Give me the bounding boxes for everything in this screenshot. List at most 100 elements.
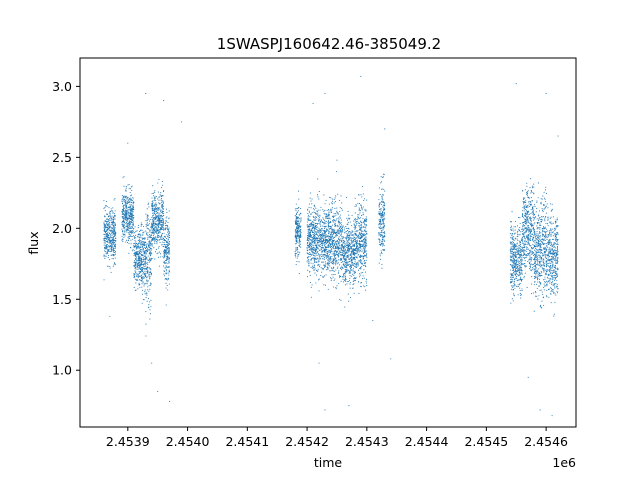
data-point <box>384 212 386 215</box>
data-point <box>341 209 343 211</box>
data-point <box>158 251 160 253</box>
data-point <box>142 260 144 262</box>
data-point <box>361 196 363 198</box>
data-point <box>307 245 309 247</box>
data-point <box>361 232 363 235</box>
data-point <box>107 241 109 243</box>
data-point <box>346 256 349 258</box>
data-point <box>511 280 513 282</box>
data-point <box>114 240 116 242</box>
data-point <box>361 222 363 224</box>
data-point <box>351 214 353 216</box>
data-point <box>149 271 152 273</box>
data-point <box>320 240 322 242</box>
data-point <box>125 196 127 198</box>
data-point <box>328 210 330 212</box>
data-point <box>312 228 314 230</box>
data-point <box>360 272 362 274</box>
data-point <box>345 270 348 272</box>
data-point <box>107 257 109 259</box>
data-point <box>133 250 135 252</box>
data-point <box>364 234 366 236</box>
data-point <box>517 263 519 266</box>
data-point <box>140 264 142 266</box>
data-point <box>515 238 517 240</box>
data-point <box>300 217 302 219</box>
data-point <box>124 235 126 237</box>
data-point <box>106 251 108 253</box>
data-point <box>329 218 331 220</box>
data-point <box>141 258 143 261</box>
data-point <box>325 242 328 245</box>
data-point <box>126 241 128 243</box>
data-point <box>338 222 341 224</box>
data-point <box>137 266 139 268</box>
data-point <box>517 268 519 270</box>
data-point <box>346 263 348 265</box>
data-point <box>358 239 360 242</box>
data-point <box>346 240 348 242</box>
data-point <box>340 230 342 232</box>
data-point <box>154 226 156 228</box>
data-point <box>124 223 126 225</box>
data-point <box>168 217 170 219</box>
data-point <box>104 234 106 236</box>
data-point <box>132 198 134 200</box>
data-point <box>140 225 142 227</box>
data-point <box>514 269 517 271</box>
data-point <box>149 268 152 270</box>
data-point <box>382 229 384 231</box>
data-point <box>325 246 327 248</box>
data-point <box>153 198 155 200</box>
data-point <box>140 243 142 245</box>
data-point <box>355 227 357 229</box>
data-point <box>112 220 114 223</box>
data-point <box>381 237 383 239</box>
data-point <box>168 283 170 285</box>
data-point <box>351 231 353 233</box>
data-point <box>141 283 143 285</box>
data-point <box>512 233 514 235</box>
data-point <box>154 222 156 224</box>
data-point <box>134 266 136 268</box>
data-point <box>309 229 311 231</box>
data-point <box>315 219 317 221</box>
data-point <box>114 210 116 212</box>
data-point <box>163 262 165 264</box>
data-point <box>308 262 310 264</box>
data-point <box>319 244 321 246</box>
data-point <box>156 230 158 232</box>
data-point <box>132 224 134 226</box>
data-point <box>334 247 336 249</box>
data-point <box>355 218 357 221</box>
data-point <box>365 216 367 218</box>
data-point <box>139 258 141 260</box>
data-point <box>164 245 166 247</box>
data-point <box>518 228 520 230</box>
data-point <box>350 247 353 249</box>
data-point <box>345 256 347 258</box>
data-point <box>134 232 136 234</box>
data-point <box>158 230 160 232</box>
data-point <box>155 237 157 239</box>
data-point <box>323 239 325 241</box>
data-point <box>311 250 313 252</box>
data-point <box>139 240 141 243</box>
data-point <box>353 280 355 282</box>
data-point <box>113 231 115 233</box>
data-point <box>158 179 160 181</box>
data-point <box>360 255 362 257</box>
data-point <box>520 245 522 247</box>
data-point <box>110 254 112 256</box>
data-point <box>149 237 151 239</box>
data-point <box>122 177 124 179</box>
data-point <box>157 219 159 221</box>
data-point <box>383 202 386 204</box>
data-point <box>516 265 518 267</box>
data-point <box>112 211 114 213</box>
data-point <box>166 227 168 229</box>
data-point <box>337 256 339 258</box>
data-point <box>130 199 132 202</box>
data-point <box>157 234 159 236</box>
data-point <box>511 237 513 239</box>
